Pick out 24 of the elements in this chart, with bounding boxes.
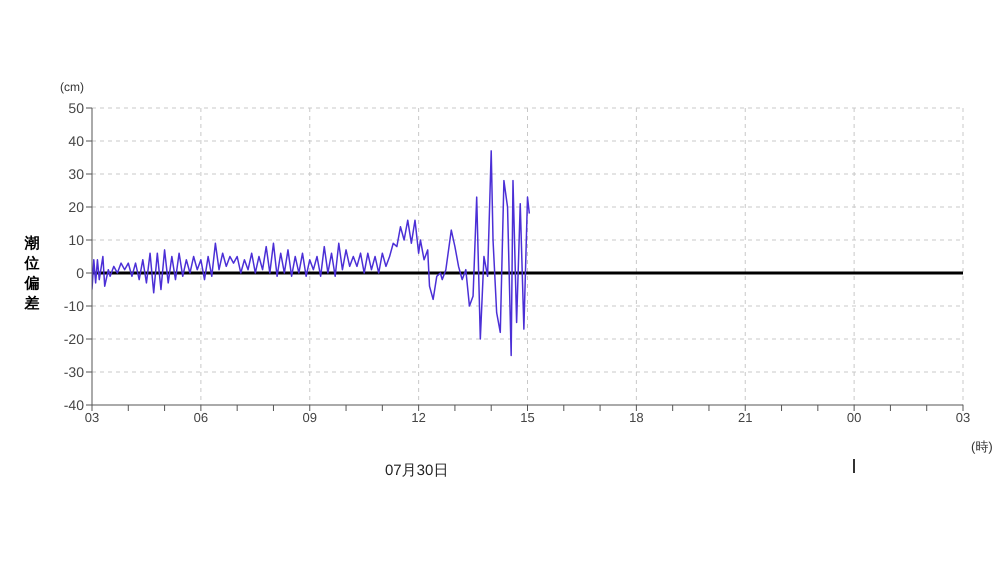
y-tick-label: 40 — [68, 132, 84, 149]
x-tick-label: 18 — [629, 410, 644, 426]
x-tick-label: 03 — [956, 410, 970, 426]
text: (cm) — [60, 80, 84, 94]
x-tick-label: 21 — [738, 410, 752, 426]
x-tick-label: 06 — [194, 410, 208, 426]
y-tick-label: 30 — [68, 166, 84, 182]
y-tick-label: -40 — [64, 396, 84, 413]
x-tick-label: 15 — [520, 410, 535, 426]
y-tick-label: 10 — [68, 232, 84, 248]
y-tick-label: -20 — [64, 330, 84, 347]
x-tick-label: 09 — [302, 410, 317, 426]
line-series — [92, 150, 530, 356]
text: 07月30日 — [384, 461, 450, 480]
y-tick-label: 20 — [68, 198, 84, 215]
x-tick-label: 03 — [84, 410, 100, 426]
y-tick-label: -10 — [64, 298, 84, 314]
x-axis-title: (時) — [971, 438, 993, 456]
y-tick-label: 50 — [68, 100, 84, 116]
y-tick-label: 0 — [76, 264, 84, 281]
y-tick-label: -30 — [64, 364, 84, 380]
x-tick-label: 12 — [411, 410, 426, 426]
y-axis-title: 潮位偏差 — [23, 234, 40, 314]
x-tick-label: 00 — [846, 410, 862, 426]
